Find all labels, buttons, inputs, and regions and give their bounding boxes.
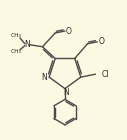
Text: N: N bbox=[63, 88, 69, 97]
Text: O: O bbox=[98, 37, 104, 46]
Text: N: N bbox=[24, 40, 30, 49]
Text: N: N bbox=[41, 73, 47, 82]
Text: CH₃: CH₃ bbox=[11, 49, 22, 54]
Text: Cl: Cl bbox=[101, 70, 109, 79]
Text: O: O bbox=[66, 27, 72, 36]
Text: CH₃: CH₃ bbox=[11, 33, 22, 39]
